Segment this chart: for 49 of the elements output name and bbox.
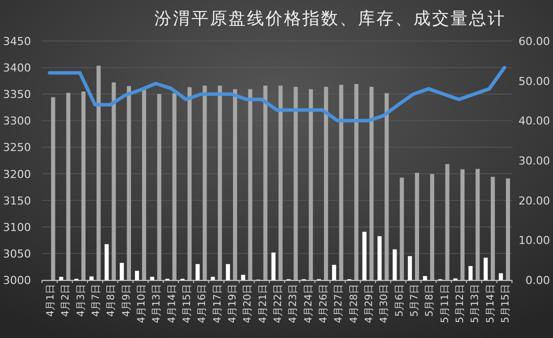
x-tick-label: 4月9日: [121, 284, 132, 317]
y2-tick-label: 60.00: [518, 35, 550, 48]
x-tick-label: 5月7日: [409, 284, 420, 317]
y-tick-label: 3300: [3, 114, 31, 128]
y-tick-label: 3050: [3, 247, 31, 260]
y-tick-label: 3400: [3, 62, 31, 75]
x-tick-label: 4月10日: [136, 284, 148, 324]
x-tick-label: 4月23日: [288, 284, 300, 324]
x-tick-label: 5月11日: [440, 284, 451, 324]
y2-tick-label: 50.00: [518, 74, 550, 88]
x-tick-label: 4月7日: [91, 284, 102, 317]
x-tick-label: 4月22日: [273, 284, 284, 324]
x-tick-label: 5月13日: [470, 284, 482, 324]
x-tick-label: 5月8日: [424, 284, 436, 317]
x-tick-label: 4月27日: [334, 284, 345, 324]
x-tick-label: 4月19日: [228, 284, 239, 324]
x-tick-label: 4月16日: [197, 284, 208, 324]
y-tick-label: 3350: [3, 88, 31, 102]
x-tick-label: 4月15日: [182, 284, 194, 324]
x-tick-label: 4月29日: [364, 284, 375, 324]
y-tick-label: 3150: [3, 194, 31, 208]
x-tick-label: 4月8日: [106, 284, 118, 317]
x-tick-label: 5月6日: [394, 284, 406, 317]
x-tick-label: 4月13日: [152, 284, 163, 324]
x-tick-label: 4月20日: [242, 284, 254, 324]
x-tick-label: 4月26日: [318, 284, 330, 324]
y2-tick-label: 20.00: [518, 194, 550, 208]
y-tick-label: 3000: [3, 274, 31, 287]
x-tick-label: 4月14日: [166, 284, 178, 324]
x-tick-label: 4月28日: [348, 284, 360, 324]
x-tick-label: 4月17日: [212, 284, 224, 324]
chart-title: 汾渭平原盘线价格指数、库存、成交量总计: [154, 9, 506, 29]
y2-tick-label: 0.00: [526, 274, 550, 287]
x-tick-label: 4月2日: [60, 284, 72, 317]
y-tick-label: 3450: [3, 35, 31, 48]
x-tick-label: 5月15日: [500, 284, 512, 324]
y-tick-label: 3100: [3, 220, 31, 234]
y2-tick-label: 40.00: [518, 114, 550, 128]
y2-tick-label: 30.00: [518, 154, 550, 168]
x-tick-label: 4月3日: [76, 284, 87, 317]
y2-tick-label: 10.00: [518, 234, 550, 248]
x-tick-label: 5月14日: [485, 284, 496, 324]
y-tick-label: 3250: [3, 141, 31, 154]
y-tick-label: 3200: [3, 168, 31, 181]
x-tick-label: 4月24日: [303, 284, 314, 324]
x-tick-label: 4月1日: [46, 284, 57, 317]
x-tick-label: 4月30日: [379, 284, 390, 324]
x-tick-label: 5月12日: [454, 284, 466, 324]
x-tick-label: 4月21日: [258, 284, 269, 324]
